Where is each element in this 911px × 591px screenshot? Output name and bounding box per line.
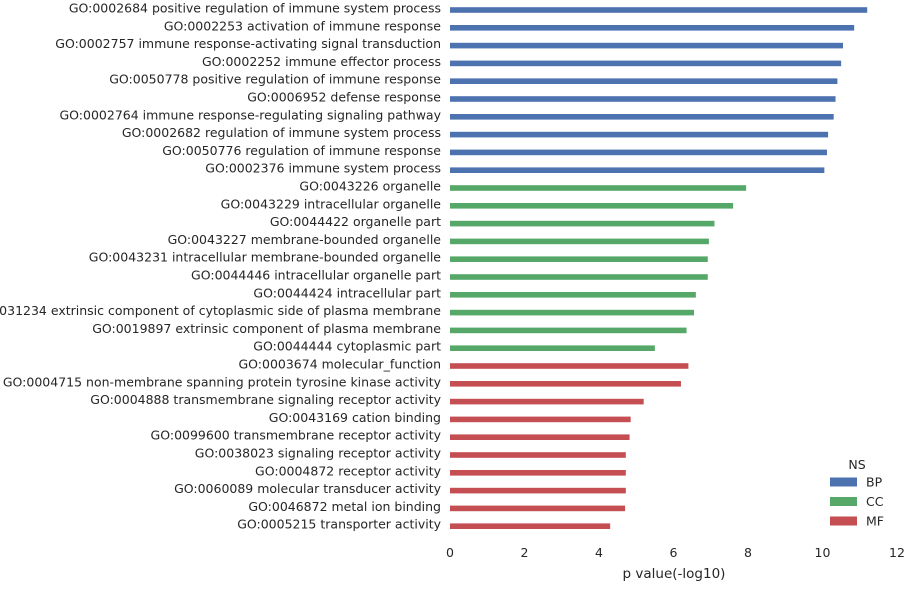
- legend-entries: BP CC MF: [830, 475, 884, 529]
- x-tick-label-2: 2: [521, 545, 529, 560]
- category-label-28: GO:0060089 molecular transducer activity: [174, 481, 442, 496]
- category-label-29: GO:0046872 metal ion binding: [248, 499, 441, 514]
- bar-2: [450, 25, 855, 31]
- category-label-2: GO:0002253 activation of immune response: [164, 18, 441, 33]
- category-label-24: GO:0043169 cation binding: [269, 410, 441, 425]
- category-label-19: GO:0019897 extrinsic component of plasma…: [92, 321, 441, 336]
- category-label-6: GO:0006952 defense response: [247, 90, 441, 105]
- x-tick-label-10: 10: [815, 545, 831, 560]
- category-label-11: GO:0043226 organelle: [299, 179, 441, 194]
- legend-swatch-bp: [830, 477, 857, 487]
- bar-12: [450, 203, 734, 209]
- category-label-7: GO:0002764 immune response-regulating si…: [59, 107, 441, 122]
- bar-14: [450, 238, 709, 245]
- legend-label-mf: MF: [866, 514, 884, 529]
- category-label-10: GO:0002376 immune system process: [205, 161, 441, 176]
- bar-11: [450, 185, 747, 191]
- category-label-5: GO:0050778 positive regulation of immune…: [109, 72, 441, 87]
- category-label-27: GO:0004872 receptor activity: [255, 463, 442, 478]
- bar-25: [450, 434, 630, 440]
- category-label-12: GO:0043229 intracellular organelle: [221, 196, 442, 211]
- legend-label-cc: CC: [866, 494, 884, 509]
- bar-22: [450, 381, 681, 387]
- category-label-3: GO:0002757 immune response-activating si…: [55, 36, 441, 51]
- category-label-8: GO:0002682 regulation of immune system p…: [122, 125, 441, 140]
- category-label-16: GO:0044446 intracellular organelle part: [191, 268, 441, 283]
- legend-swatch-cc: [830, 497, 857, 506]
- bar-24: [450, 416, 631, 423]
- bar-27: [450, 470, 626, 476]
- bar-17: [450, 292, 696, 298]
- bar-28: [450, 487, 626, 494]
- bar-20: [450, 345, 655, 351]
- bar-26: [450, 452, 626, 458]
- category-label-17: GO:0044424 intracellular part: [253, 285, 441, 300]
- bar-7: [450, 114, 834, 120]
- bar-4: [450, 60, 842, 67]
- bar-16: [450, 274, 708, 280]
- bar-13: [450, 220, 715, 227]
- x-tick-label-4: 4: [595, 545, 603, 560]
- bar-6: [450, 96, 836, 102]
- category-labels-group: GO:0002684 positive regulation of immune…: [0, 1, 442, 532]
- legend-title: NS: [848, 457, 865, 472]
- x-tick-label-6: 6: [670, 545, 678, 560]
- category-label-4: GO:0002252 immune effector process: [202, 54, 441, 69]
- x-tick-labels-group: 0 2 4 6 8 10 12: [446, 545, 905, 560]
- category-label-15: GO:0043231 intracellular membrane-bounde…: [89, 250, 442, 265]
- bar-21: [450, 363, 689, 369]
- category-label-13: GO:0044422 organelle part: [270, 214, 441, 229]
- bar-18: [450, 309, 694, 316]
- bar-8: [450, 131, 829, 138]
- bar-9: [450, 149, 827, 156]
- legend: NS BP CC MF: [830, 457, 884, 529]
- bars-group: [450, 7, 868, 529]
- bar-23: [450, 398, 644, 405]
- category-label-18: GO:0031234 extrinsic component of cytopl…: [0, 303, 441, 318]
- category-label-20: GO:0044444 cytoplasmic part: [253, 339, 441, 354]
- bar-15: [450, 256, 708, 262]
- x-tick-label-8: 8: [744, 545, 752, 560]
- category-label-30: GO:0005215 transporter activity: [237, 517, 441, 532]
- x-axis-title: p value(-log10): [623, 566, 726, 582]
- bar-5: [450, 78, 838, 84]
- x-tick-label-0: 0: [446, 545, 454, 560]
- bar-3: [450, 42, 843, 49]
- bar-30: [450, 523, 611, 529]
- category-label-25: GO:0099600 transmembrane receptor activi…: [151, 428, 442, 443]
- x-tick-label-12: 12: [889, 545, 905, 560]
- bar-19: [450, 327, 687, 334]
- category-label-14: GO:0043227 membrane-bounded organelle: [168, 232, 442, 247]
- category-label-9: GO:0050776 regulation of immune response: [162, 143, 441, 158]
- bar-1: [450, 7, 868, 13]
- category-label-22: GO:0004715 non-membrane spanning protein…: [3, 374, 442, 389]
- category-label-26: GO:0038023 signaling receptor activity: [195, 446, 442, 461]
- category-label-1: GO:0002684 positive regulation of immune…: [69, 1, 441, 16]
- bar-10: [450, 167, 825, 173]
- legend-label-bp: BP: [866, 475, 883, 490]
- legend-swatch-mf: [830, 516, 857, 526]
- category-label-21: GO:0003674 molecular_function: [238, 357, 441, 372]
- category-label-23: GO:0004888 transmembrane signaling recep…: [90, 392, 441, 407]
- bar-29: [450, 505, 626, 512]
